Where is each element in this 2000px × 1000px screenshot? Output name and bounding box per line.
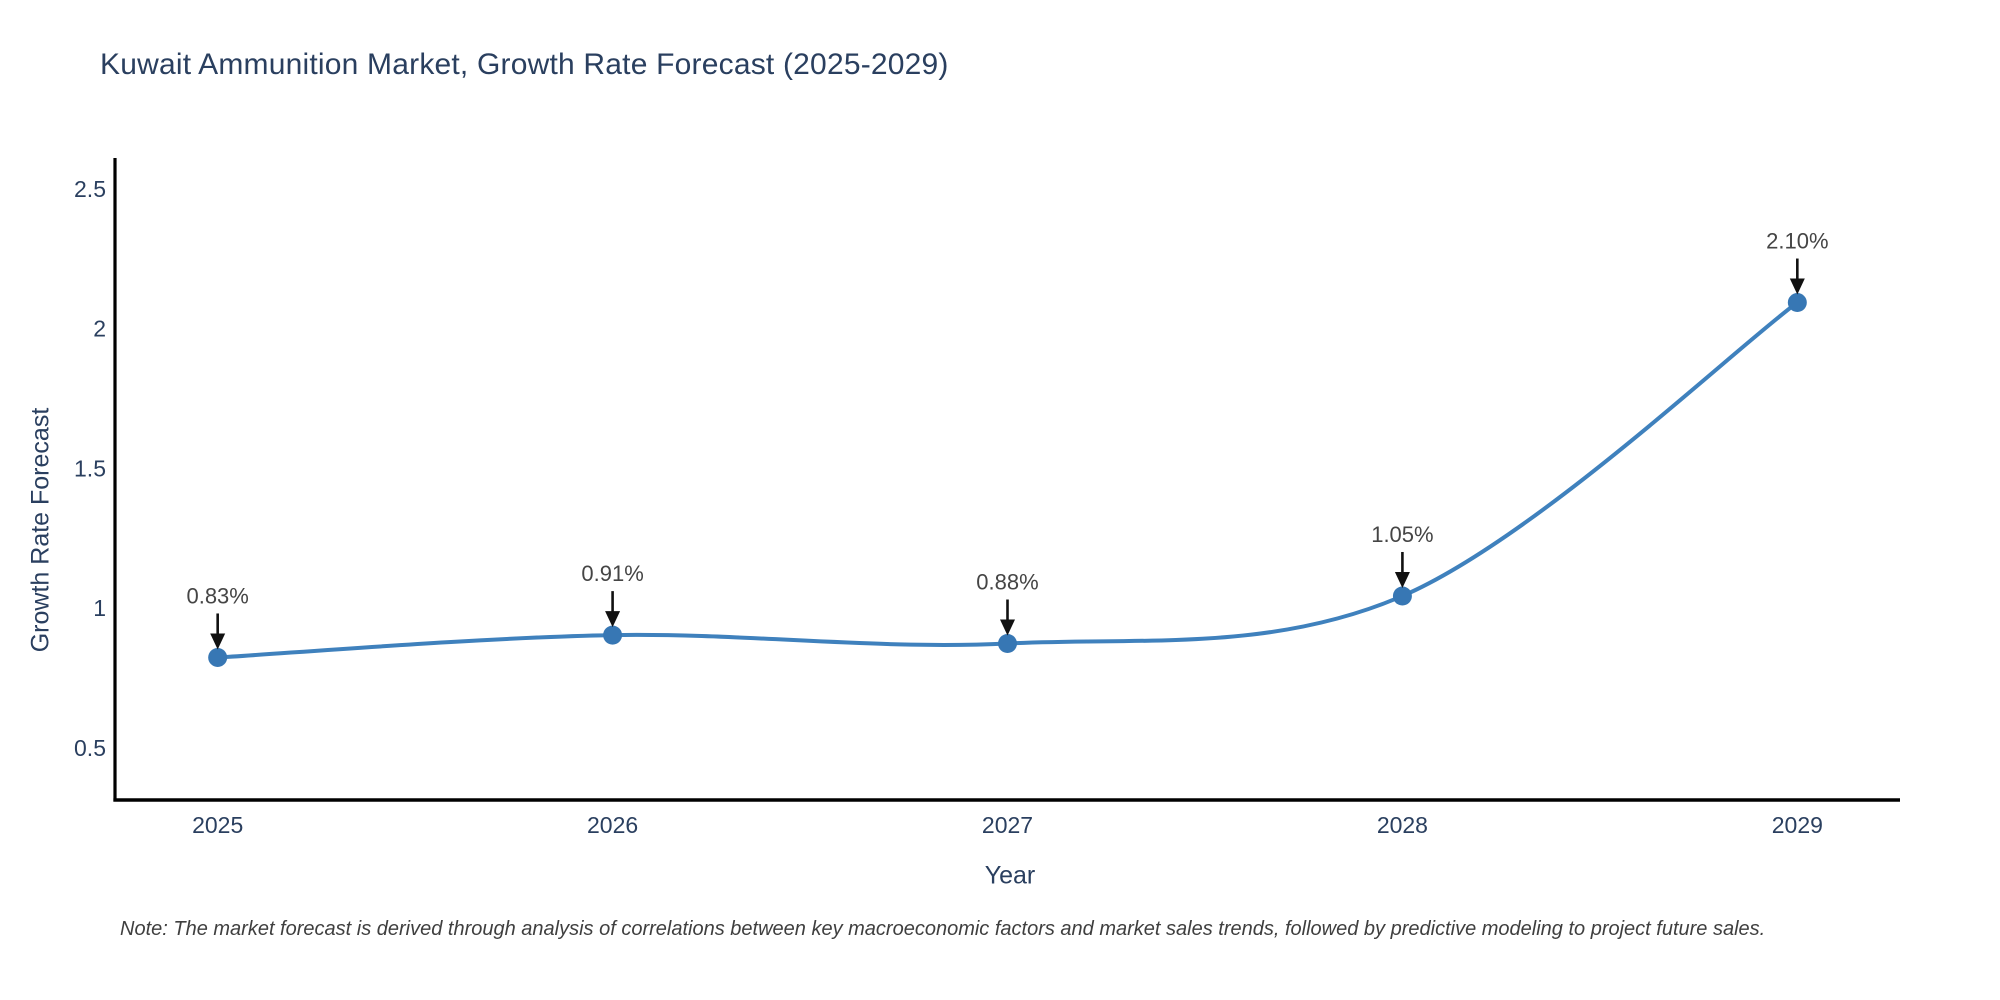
y-tick-label: 0.5 [74, 735, 106, 761]
data-point-label: 0.88% [976, 569, 1038, 594]
y-axis-title: Growth Rate Forecast [27, 408, 55, 653]
data-point-label: 2.10% [1766, 228, 1828, 253]
data-point-marker [1787, 293, 1807, 313]
data-point-label: 1.05% [1371, 522, 1433, 547]
y-tick-label: 1.5 [74, 455, 106, 481]
y-tick-label: 1 [93, 595, 106, 621]
x-tick-label: 2025 [192, 812, 243, 838]
annotation-arrowhead [210, 633, 226, 650]
footnote: Note: The market forecast is derived thr… [120, 918, 1766, 940]
annotation-arrowhead [1394, 571, 1410, 588]
data-point-marker [998, 633, 1017, 653]
data-point-label: 0.91% [581, 561, 643, 586]
point-annotations: 0.83% 0.91% 0.88% 1.05% 2.10% [186, 228, 1829, 650]
data-series [208, 293, 1807, 667]
y-tick-label: 2.5 [74, 176, 106, 202]
x-tick-label: 2027 [982, 812, 1033, 838]
trend-line [215, 300, 1800, 660]
data-point-label: 0.83% [186, 583, 248, 608]
y-axis-tick-labels: 0.5 1 1.5 2 2.5 [74, 176, 106, 761]
x-axis-tick-labels: 2025 2026 2027 2028 2029 [192, 812, 1823, 838]
x-tick-label: 2029 [1772, 812, 1823, 838]
data-point-marker [603, 625, 623, 645]
data-point-marker [1392, 586, 1412, 606]
annotation-arrowhead [605, 611, 621, 628]
chart-title: Kuwait Ammunition Market, Growth Rate Fo… [100, 48, 949, 81]
x-axis-title: Year [985, 862, 1036, 890]
x-tick-label: 2028 [1377, 812, 1428, 838]
y-tick-label: 2 [93, 316, 106, 342]
data-point-marker [208, 647, 228, 667]
annotation-arrowhead [1000, 619, 1015, 636]
x-tick-label: 2026 [587, 812, 638, 838]
annotation-arrowhead [1789, 278, 1805, 295]
